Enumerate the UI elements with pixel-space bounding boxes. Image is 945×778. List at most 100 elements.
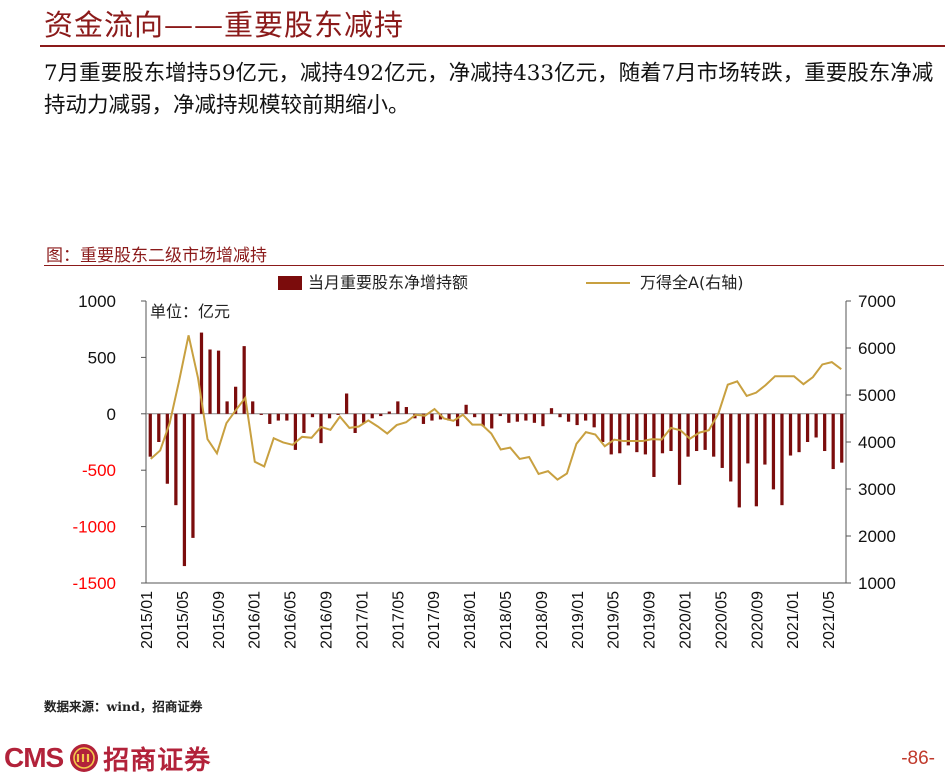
bar-mark: [575, 413, 579, 426]
bar-mark: [831, 413, 835, 470]
bar-mark: [182, 413, 187, 567]
bar-mark: [490, 413, 494, 429]
bar-mark: [541, 413, 545, 427]
legend-bar-label: 当月重要股东净增持额: [308, 273, 468, 292]
x-tick-label: 2015/05: [175, 591, 192, 649]
bar-mark: [216, 350, 221, 414]
bar-mark: [788, 413, 793, 456]
x-tick-label: 2015/01: [139, 591, 156, 649]
bar-mark: [276, 413, 280, 421]
bar-mark: [310, 413, 315, 418]
data-source: 数据来源：wind，招商证券: [44, 699, 203, 714]
line-series: [150, 335, 842, 481]
x-tick-label: 2018/09: [534, 591, 551, 649]
y-left-tick-label: -1500: [73, 574, 116, 593]
bar-mark: [293, 413, 298, 450]
bar-mark: [481, 413, 485, 427]
y-right-tick-label: 7000: [858, 292, 896, 311]
bar-mark: [370, 413, 374, 419]
x-tick-label: 2019/01: [570, 591, 587, 649]
bar-mark: [421, 413, 426, 424]
bar-mark: [259, 413, 263, 415]
bar-mark: [652, 413, 656, 477]
bar-mark: [840, 413, 844, 463]
bar-mark: [814, 413, 818, 438]
bar-mark: [473, 413, 477, 418]
bar-mark: [532, 413, 537, 423]
x-tick-label: 2020/09: [749, 591, 766, 649]
y-left-tick-label: -1000: [73, 518, 116, 537]
bar-mark: [242, 346, 246, 414]
x-tick-label: 2019/09: [642, 591, 659, 649]
bar-mark: [660, 413, 665, 454]
bar-mark: [165, 413, 169, 484]
bar-mark: [720, 413, 724, 468]
bar-mark: [336, 413, 340, 415]
bar-mark: [157, 413, 161, 442]
bar-mark: [729, 413, 733, 482]
bar-mark: [251, 401, 255, 414]
chart-legend: 当月重要股东净增持额 万得全A(右轴): [278, 273, 743, 292]
bar-mark: [609, 413, 613, 455]
bar-mark: [601, 413, 605, 442]
bar-mark: [763, 413, 767, 465]
bar-mark: [225, 401, 229, 414]
caption-divider: [44, 265, 944, 266]
bar-mark: [344, 393, 349, 414]
bar-mark: [823, 413, 827, 452]
bar-mark: [558, 413, 562, 418]
slide-title: 资金流向——重要股东减持: [44, 8, 405, 42]
bar-mark: [780, 413, 784, 506]
x-tick-label: 2016/05: [283, 591, 300, 649]
x-tick-label: 2015/09: [211, 591, 228, 649]
axes: 10005000-500-1000-1500700060005000400030…: [73, 292, 896, 649]
bar-mark: [771, 413, 776, 490]
bar-mark: [455, 413, 460, 427]
bar-mark: [677, 413, 682, 485]
bar-mark: [626, 413, 630, 446]
bar-mark: [327, 413, 332, 419]
company-logo: CMS 招商证券: [4, 738, 211, 778]
chart-caption: 图：重要股东二级市场增减持: [46, 246, 267, 266]
bar-mark: [805, 413, 810, 442]
bar-mark: [797, 413, 801, 453]
x-tick-label: 2018/01: [462, 591, 479, 649]
bar-mark: [498, 413, 502, 417]
x-tick-label: 2016/09: [318, 591, 335, 649]
logo-text-en: CMS: [4, 742, 64, 773]
bar-mark: [635, 413, 639, 453]
y-right-tick-label: 6000: [858, 339, 896, 358]
bar-mark: [515, 413, 519, 422]
x-tick-label: 2021/05: [821, 591, 838, 649]
bar-mark: [379, 413, 383, 417]
bar-mark: [302, 413, 306, 433]
x-tick-label: 2017/01: [354, 591, 371, 649]
y-left-tick-label: 0: [107, 405, 116, 424]
bar-series: [148, 332, 844, 567]
bar-mark: [686, 413, 690, 457]
unit-label: 单位：亿元: [150, 302, 230, 321]
x-tick-label: 2019/05: [606, 591, 623, 649]
bar-mark: [268, 413, 272, 424]
bar-mark: [712, 413, 716, 457]
bar-mark: [618, 413, 622, 454]
bar-mark: [507, 413, 511, 423]
bar-mark: [387, 411, 391, 414]
y-right-tick-label: 2000: [858, 527, 896, 546]
bar-mark: [566, 413, 571, 422]
x-tick-label: 2017/09: [426, 591, 443, 649]
y-left-tick-label: -500: [82, 461, 116, 480]
bar-mark: [754, 413, 758, 507]
bar-mark: [362, 413, 366, 423]
x-tick-label: 2018/05: [498, 591, 515, 649]
y-left-tick-label: 1000: [78, 292, 116, 311]
bar-mark: [148, 413, 152, 457]
bar-mark: [549, 408, 554, 414]
y-right-tick-label: 5000: [858, 386, 896, 405]
x-tick-label: 2017/05: [390, 591, 407, 649]
bar-mark: [404, 407, 408, 414]
bar-mark: [524, 413, 528, 421]
x-tick-label: 2016/01: [247, 591, 264, 649]
bar-mark: [430, 413, 434, 421]
